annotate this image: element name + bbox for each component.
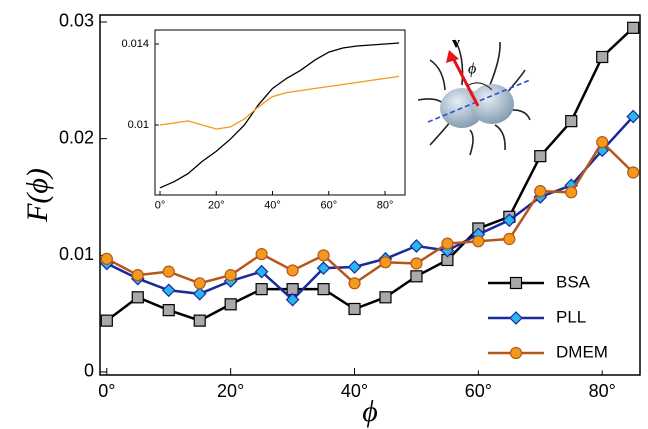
- x-tick-label: 20°: [217, 381, 244, 401]
- marker: [627, 166, 640, 179]
- x-axis-label: ϕ: [362, 395, 378, 428]
- marker: [347, 260, 362, 274]
- y-tick-label: 0.02: [59, 127, 94, 147]
- x-tick-label: 20°: [208, 199, 225, 211]
- marker: [131, 269, 144, 282]
- marker: [509, 276, 523, 290]
- legend-label: DMEM: [556, 342, 608, 361]
- velocity-arrow: [451, 57, 480, 107]
- hair: [454, 39, 464, 86]
- x-tick-label: 0°: [98, 381, 115, 401]
- axis-dash: [427, 79, 531, 123]
- marker: [348, 302, 361, 316]
- cell: [470, 84, 514, 124]
- marker: [565, 186, 578, 199]
- marker: [100, 252, 113, 265]
- marker: [627, 21, 640, 34]
- marker: [509, 311, 523, 325]
- x-tick-label: 40°: [341, 381, 368, 401]
- hair: [489, 41, 501, 86]
- hair: [429, 59, 446, 91]
- marker: [162, 265, 175, 278]
- marker: [317, 249, 330, 262]
- series-line: [159, 75, 400, 130]
- marker: [379, 256, 392, 269]
- marker: [193, 314, 206, 327]
- hair: [469, 129, 474, 156]
- y-tick-label: 0: [84, 361, 94, 381]
- x-tick-label: 0°: [155, 199, 166, 211]
- marker: [596, 136, 609, 149]
- marker: [596, 50, 609, 64]
- series-line: [159, 42, 400, 189]
- marker: [502, 213, 517, 228]
- legend-label: BSA: [556, 272, 591, 291]
- marker: [255, 283, 268, 296]
- marker: [254, 264, 269, 279]
- y-tick-label: 0.01: [128, 119, 149, 131]
- marker: [192, 286, 207, 301]
- hair: [494, 124, 506, 151]
- x-tick-label: 60°: [320, 199, 337, 211]
- marker: [441, 237, 454, 250]
- x-tick-label: 60°: [465, 381, 492, 401]
- legend-label: PLL: [556, 307, 586, 326]
- marker: [534, 185, 547, 198]
- x-tick-label: 80°: [377, 199, 394, 211]
- marker: [161, 283, 176, 298]
- y-tick-label: 0.03: [59, 11, 94, 31]
- y-tick-label: 0.01: [59, 244, 94, 264]
- plot-frame: [154, 29, 406, 196]
- annotation: ϕ: [468, 61, 476, 78]
- marker: [379, 291, 392, 304]
- marker: [348, 277, 361, 290]
- marker: [162, 304, 175, 317]
- x-tick-label: 40°: [264, 199, 281, 211]
- marker: [224, 298, 237, 311]
- x-tick-label: 80°: [589, 381, 616, 401]
- marker: [409, 239, 424, 253]
- marker: [286, 264, 299, 277]
- marker: [100, 314, 113, 327]
- marker: [193, 277, 206, 290]
- marker: [534, 150, 547, 163]
- illustration: [417, 39, 531, 156]
- marker: [285, 292, 300, 307]
- marker: [410, 257, 423, 270]
- marker: [131, 291, 144, 304]
- marker: [316, 261, 331, 275]
- marker: [509, 346, 523, 360]
- marker: [472, 235, 485, 248]
- y-tick-label: 0.014: [121, 38, 149, 50]
- marker: [503, 232, 516, 246]
- angle-arc: [466, 82, 493, 91]
- marker: [565, 115, 578, 128]
- marker: [410, 270, 423, 283]
- marker: [255, 248, 268, 261]
- marker: [626, 109, 641, 124]
- marker: [317, 283, 330, 296]
- y-axis-label: F(ϕ): [21, 168, 54, 223]
- arrow-head: [446, 50, 459, 63]
- annotation: v: [452, 35, 460, 52]
- marker: [224, 269, 237, 282]
